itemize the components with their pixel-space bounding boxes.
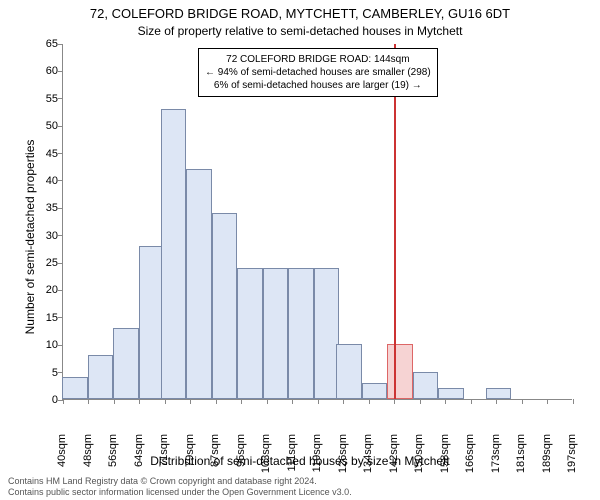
x-tick-mark [63,399,64,404]
x-tick-mark [267,399,268,404]
histogram-bar [362,383,388,399]
x-tick-mark [318,399,319,404]
x-tick-mark [139,399,140,404]
y-tick-mark [58,235,63,236]
annotation-box: 72 COLEFORD BRIDGE ROAD: 144sqm ← 94% of… [198,48,438,97]
histogram-bar [237,268,263,399]
y-tick-label: 25 [30,257,58,269]
histogram-bar [413,372,439,399]
x-tick-label: 87sqm [209,434,221,484]
x-tick-label: 64sqm [133,434,145,484]
histogram-bar [88,355,114,399]
x-tick-mark [522,399,523,404]
x-tick-label: 56sqm [107,434,119,484]
y-tick-label: 55 [30,93,58,105]
x-tick-mark [216,399,217,404]
x-tick-mark [114,399,115,404]
x-tick-mark [369,399,370,404]
y-tick-mark [58,290,63,291]
x-tick-label: 142sqm [388,434,400,484]
plot-area [62,44,572,400]
annotation-line1: 72 COLEFORD BRIDGE ROAD: 144sqm [205,53,431,66]
y-tick-label: 15 [30,312,58,324]
histogram-bar [387,344,413,399]
chart-title: 72, COLEFORD BRIDGE ROAD, MYTCHETT, CAMB… [0,6,600,21]
y-tick-mark [58,126,63,127]
y-tick-label: 45 [30,148,58,160]
y-tick-mark [58,345,63,346]
histogram-bar [486,388,512,399]
x-tick-label: 126sqm [337,434,349,484]
y-tick-mark [58,153,63,154]
y-tick-mark [58,98,63,99]
x-tick-mark [420,399,421,404]
y-tick-label: 50 [30,120,58,132]
histogram-bar [438,388,464,399]
x-tick-mark [241,399,242,404]
histogram-bar [288,268,314,399]
chart-root: 72, COLEFORD BRIDGE ROAD, MYTCHETT, CAMB… [0,0,600,500]
x-tick-label: 95sqm [235,434,247,484]
histogram-bar [113,328,139,399]
histogram-bar [186,169,212,399]
y-tick-label: 5 [30,367,58,379]
x-tick-mark [471,399,472,404]
y-tick-mark [58,208,63,209]
y-tick-mark [58,44,63,45]
x-tick-label: 111sqm [286,434,298,484]
y-tick-label: 35 [30,202,58,214]
y-tick-label: 20 [30,284,58,296]
x-tick-label: 48sqm [82,434,94,484]
y-tick-mark [58,317,63,318]
y-tick-label: 60 [30,65,58,77]
x-tick-label: 40sqm [56,434,68,484]
histogram-bar [62,377,88,399]
x-tick-label: 197sqm [566,434,578,484]
histogram-bar [336,344,362,399]
y-tick-mark [58,180,63,181]
y-tick-mark [58,372,63,373]
histogram-bar [212,213,238,399]
x-tick-label: 158sqm [439,434,451,484]
histogram-bar [263,268,289,399]
x-tick-mark [394,399,395,404]
x-tick-mark [547,399,548,404]
x-tick-label: 103sqm [260,434,272,484]
y-tick-label: 0 [30,394,58,406]
x-tick-mark [165,399,166,404]
x-tick-label: 79sqm [184,434,196,484]
x-tick-label: 181sqm [515,434,527,484]
x-tick-label: 134sqm [362,434,374,484]
annotation-line3: 6% of semi-detached houses are larger (1… [205,79,431,92]
x-tick-label: 173sqm [490,434,502,484]
y-tick-label: 40 [30,175,58,187]
y-tick-label: 30 [30,230,58,242]
y-tick-label: 65 [30,38,58,50]
reference-line [394,44,396,399]
y-tick-label: 10 [30,339,58,351]
x-tick-mark [343,399,344,404]
x-tick-label: 71sqm [158,434,170,484]
x-tick-label: 189sqm [541,434,553,484]
annotation-line2: ← 94% of semi-detached houses are smalle… [205,66,431,79]
x-tick-mark [190,399,191,404]
chart-subtitle: Size of property relative to semi-detach… [0,24,600,38]
y-tick-mark [58,71,63,72]
x-tick-label: 150sqm [413,434,425,484]
x-tick-label: 166sqm [464,434,476,484]
y-tick-mark [58,263,63,264]
x-tick-mark [292,399,293,404]
x-tick-mark [88,399,89,404]
attribution-line2: Contains public sector information licen… [8,487,352,498]
x-tick-mark [573,399,574,404]
x-tick-mark [445,399,446,404]
x-tick-label: 119sqm [311,434,323,484]
x-tick-mark [496,399,497,404]
histogram-bar [161,109,187,399]
